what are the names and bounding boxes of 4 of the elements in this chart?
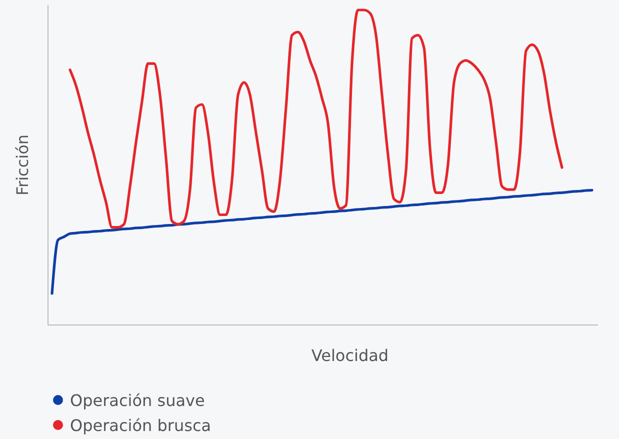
legend-label: Operación suave <box>70 391 205 410</box>
y-axis-title: Fricción <box>13 134 32 196</box>
legend-label: Operación brusca <box>70 416 212 435</box>
x-axis-title: Velocidad <box>311 346 389 365</box>
